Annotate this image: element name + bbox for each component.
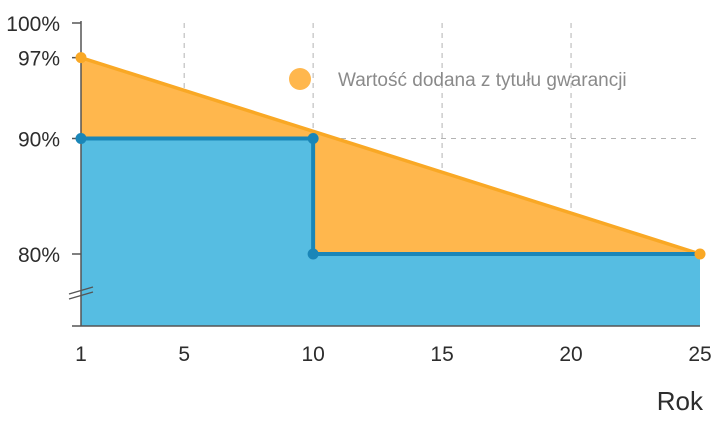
line-base: [81, 136, 700, 256]
y-tick-label-90: 90%: [18, 129, 60, 152]
chart-areas: [81, 57, 700, 327]
y-tick-label-80: 80%: [18, 244, 60, 267]
x-tick-label-15: 15: [430, 343, 453, 366]
point-base-2: [307, 248, 319, 260]
x-tick-label-10: 10: [301, 343, 324, 366]
chart-points: [75, 52, 706, 260]
legend-label-warranty: Wartość dodana z tytułu gwarancji: [338, 70, 627, 91]
line-warranty: [80, 55, 701, 256]
point-warranty-1: [694, 248, 706, 260]
point-warranty-0: [75, 52, 87, 64]
chart-lines: [80, 55, 701, 256]
x-tick-label-1: 1: [75, 343, 87, 366]
legend: Wartość dodana z tytułu gwarancji: [289, 68, 627, 91]
y-tick-label-100: 100%: [6, 13, 60, 36]
y-tick-label-97: 97%: [18, 48, 60, 71]
axis-break-mark-2: [68, 291, 94, 300]
x-tick-label-5: 5: [178, 343, 190, 366]
x-axis-label: Rok: [657, 386, 704, 416]
x-tick-label-20: 20: [559, 343, 582, 366]
area-base: [81, 138, 700, 326]
axes: [68, 21, 700, 327]
legend-marker-warranty: [289, 68, 311, 90]
point-base-1: [307, 133, 319, 144]
point-base-0: [75, 133, 87, 144]
axis-break-mark-1: [68, 286, 94, 295]
x-tick-label-25: 25: [688, 343, 711, 366]
tick-labels: 100%97%90%80%1 5 10 15 20 25: [6, 13, 711, 366]
